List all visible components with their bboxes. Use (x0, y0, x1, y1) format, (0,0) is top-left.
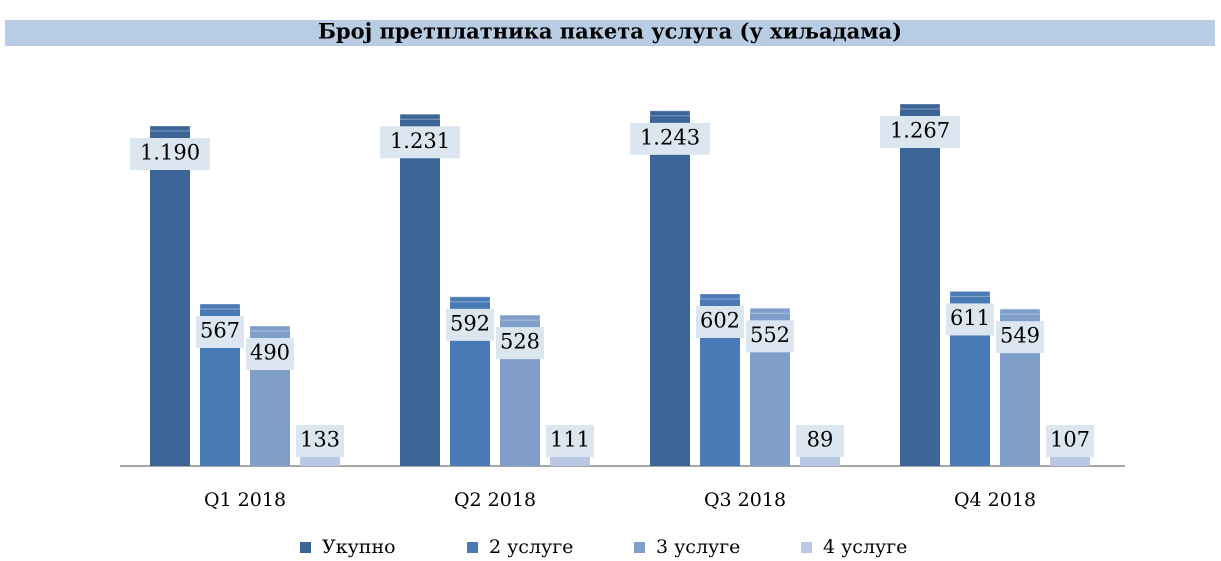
value-label: 89 (807, 428, 834, 452)
title-banner (5, 20, 1215, 46)
bar (900, 104, 940, 466)
bar-cap (199, 303, 241, 310)
bar (650, 110, 690, 466)
value-label-box (546, 425, 594, 457)
value-label-box (496, 327, 544, 360)
legend-swatch (801, 542, 812, 553)
value-label: 1.243 (640, 125, 700, 149)
value-label-box (196, 316, 244, 348)
bar-cap (949, 290, 991, 297)
value-label: 528 (500, 330, 540, 354)
value-label: 111 (550, 428, 590, 452)
x-tick-label: Q3 2018 (704, 489, 786, 511)
value-label-box (696, 306, 744, 338)
value-label: 107 (1050, 428, 1090, 452)
bar-cap (899, 103, 941, 110)
value-label: 549 (1000, 324, 1040, 348)
bar-cap (749, 307, 791, 314)
value-label: 1.267 (890, 119, 950, 143)
value-label: 133 (300, 428, 340, 452)
bar (150, 126, 190, 466)
bar-cap (149, 125, 191, 132)
legend-swatch (300, 542, 311, 553)
value-label-box (380, 126, 460, 159)
legend-label: Укупно (322, 536, 396, 558)
x-tick-label: Q4 2018 (954, 489, 1036, 511)
legend-label: 4 услуге (823, 536, 907, 558)
value-label: 567 (200, 319, 240, 343)
x-tick-label: Q1 2018 (204, 489, 286, 511)
chart-title: Број претплатника пакета услуга (у хиљад… (318, 19, 902, 44)
value-label: 602 (700, 309, 740, 333)
bar-cap (999, 308, 1041, 315)
legend-swatch (634, 542, 645, 553)
value-label-box (996, 321, 1044, 354)
bar-cap (449, 296, 491, 303)
legend-label: 3 услуге (656, 536, 740, 558)
bar-cap (499, 314, 541, 321)
value-label-box (446, 308, 494, 341)
value-label-box (880, 116, 960, 148)
value-label-box (630, 122, 710, 155)
value-label-box (796, 425, 844, 457)
bar-cap (399, 113, 441, 120)
value-label-box (246, 338, 294, 370)
value-label: 592 (450, 311, 490, 335)
value-label: 611 (950, 306, 990, 330)
bar-cap (249, 325, 291, 332)
bar-cap (699, 293, 741, 300)
value-label: 1.190 (140, 141, 200, 165)
value-label-box (296, 425, 344, 457)
x-tick-label: Q2 2018 (454, 489, 536, 511)
value-label: 490 (250, 341, 290, 365)
value-label-box (746, 320, 794, 353)
bar-cap (649, 110, 691, 117)
value-label-box (946, 303, 994, 336)
value-label-box (130, 138, 210, 170)
value-label-box (1046, 425, 1094, 457)
value-label: 1.231 (390, 129, 450, 153)
value-label: 552 (750, 323, 790, 347)
legend-label: 2 услуге (489, 536, 573, 558)
bar (400, 114, 440, 467)
legend-swatch (467, 542, 478, 553)
